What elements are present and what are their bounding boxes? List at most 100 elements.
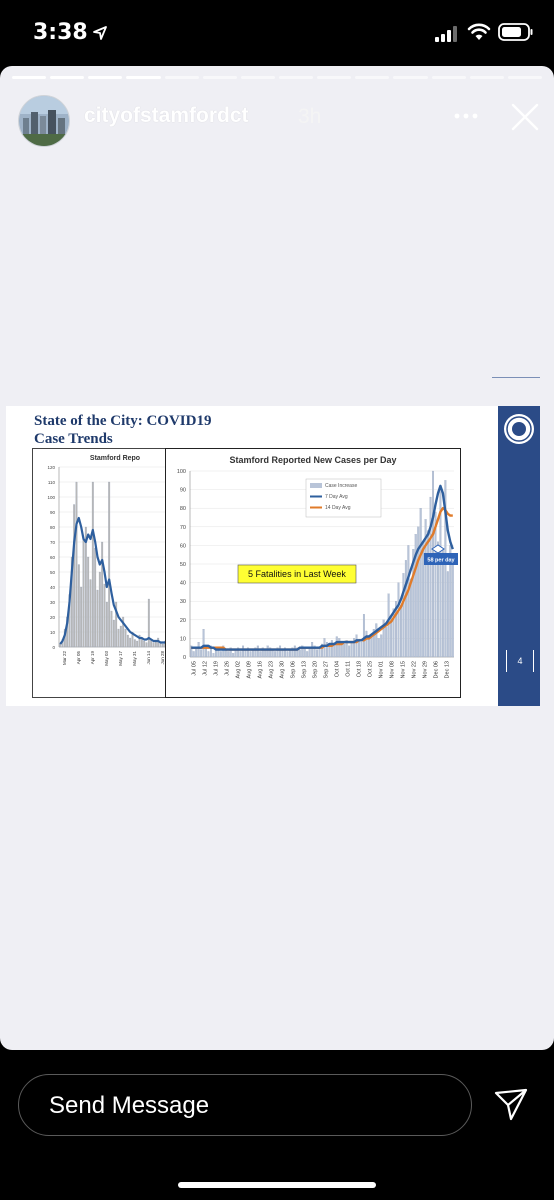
chart-title: Stamford Reported New Cases per Day (229, 455, 396, 465)
story-username[interactable]: cityofstamfordct (84, 104, 249, 128)
progress-segment (393, 76, 427, 79)
fatalities-annotation: 5 Fatalities in Last Week (248, 569, 346, 579)
case-bar (73, 505, 75, 648)
status-time: 3:38 (33, 20, 88, 45)
close-icon[interactable] (509, 101, 541, 133)
x-tick-label: Aug 09 (247, 661, 253, 678)
y-tick-label: 120 (47, 465, 55, 470)
x-tick-label: Sep 13 (302, 661, 308, 678)
x-tick-label: Jul 05 (192, 661, 198, 676)
case-bar (240, 651, 242, 657)
x-tick-label: Jun 14 (146, 651, 151, 665)
case-bar (287, 651, 289, 657)
x-tick-label: May 17 (118, 651, 123, 666)
case-bar (410, 579, 412, 657)
x-tick-label: Dec 06 (434, 661, 440, 678)
case-bar (153, 643, 155, 648)
case-bar (398, 583, 400, 657)
case-bar (447, 571, 449, 657)
shared-slide-image: State of the City: COVID19 Case Trends S… (6, 406, 540, 706)
case-bar (257, 646, 259, 657)
progress-segment (50, 76, 84, 79)
case-bar (333, 644, 335, 657)
case-bar (101, 542, 103, 647)
progress-segment (88, 76, 122, 79)
case-bar (405, 560, 407, 657)
case-bar (111, 611, 113, 647)
case-bar (378, 638, 380, 657)
x-tick-label: May 31 (132, 651, 137, 666)
legend-label: Case Increase (325, 483, 357, 489)
slide-divider (492, 377, 540, 378)
y-tick-label: 30 (50, 600, 56, 605)
x-tick-label: Apr 05 (76, 651, 81, 665)
y-tick-label: 30 (180, 599, 186, 605)
more-options-icon[interactable] (451, 106, 481, 126)
case-bar (205, 648, 207, 657)
y-tick-label: 20 (180, 618, 186, 624)
location-arrow-icon (92, 25, 108, 41)
progress-segment (203, 76, 237, 79)
per-day-callout: 58 per day (427, 558, 455, 564)
progress-segment (470, 76, 504, 79)
y-tick-label: 40 (180, 581, 186, 587)
x-tick-label: Aug 23 (269, 661, 275, 678)
case-bar (127, 635, 129, 647)
x-tick-label: Apr 19 (90, 651, 95, 665)
case-bar (83, 539, 85, 647)
y-tick-label: 80 (180, 506, 186, 512)
progress-segment (432, 76, 466, 79)
city-seal-icon (504, 414, 534, 444)
case-bar (76, 482, 78, 647)
y-tick-label: 0 (52, 645, 55, 650)
case-bar (198, 642, 200, 657)
y-tick-label: 100 (47, 495, 55, 500)
case-bar (348, 646, 350, 657)
case-bar (113, 620, 115, 647)
y-tick-label: 90 (50, 510, 56, 515)
case-bar (306, 651, 308, 657)
case-bar (208, 651, 210, 657)
x-tick-label: Jul 19 (214, 661, 220, 676)
case-bar (304, 648, 306, 657)
slide-title: State of the City: COVID19 Case Trends (34, 412, 211, 448)
progress-segment (126, 76, 160, 79)
send-icon[interactable] (493, 1087, 529, 1123)
case-bar (227, 651, 229, 657)
x-tick-label: Mar 22 (62, 651, 67, 666)
case-bar (90, 580, 92, 648)
x-tick-label: Dec 13 (445, 661, 451, 678)
case-bar (343, 644, 345, 657)
case-bar (129, 638, 131, 647)
case-bar (279, 646, 281, 657)
progress-segment (508, 76, 542, 79)
wifi-icon (467, 22, 491, 42)
case-bar (94, 548, 96, 647)
y-tick-label: 0 (183, 655, 186, 661)
case-bar (274, 651, 276, 657)
case-bar (435, 512, 437, 657)
x-tick-label: Sep 20 (313, 661, 319, 678)
x-tick-label: Aug 16 (258, 661, 264, 678)
case-bar (363, 614, 365, 657)
legend-swatch (310, 483, 322, 488)
profile-avatar[interactable] (18, 95, 70, 147)
case-bar (427, 531, 429, 657)
y-tick-label: 90 (180, 488, 186, 494)
progress-segment (12, 76, 46, 79)
case-bar (143, 641, 145, 647)
case-bar (134, 640, 136, 648)
x-tick-label: Jul 12 (203, 661, 209, 676)
progress-segment (279, 76, 313, 79)
case-bar (92, 482, 94, 647)
legend-label: 7 Day Avg (325, 494, 348, 500)
progress-segment (317, 76, 351, 79)
case-bar (375, 624, 377, 657)
legend-label: 14 Day Avg (325, 505, 351, 511)
story-viewer[interactable]: cityofstamfordct 3h State of the City: C… (0, 66, 554, 1050)
send-message-input[interactable]: Send Message (18, 1074, 472, 1136)
y-tick-label: 50 (180, 562, 186, 568)
x-tick-label: Nov 08 (390, 661, 396, 678)
x-tick-label: Nov 01 (379, 661, 385, 678)
case-bar (452, 557, 454, 657)
